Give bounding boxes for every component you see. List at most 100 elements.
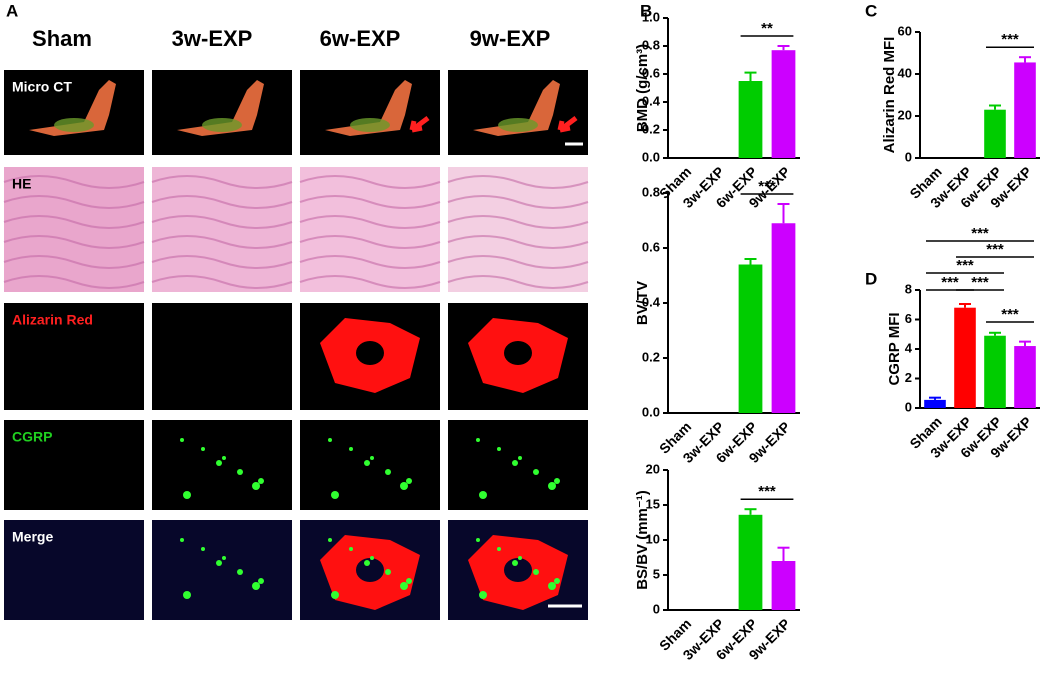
image-panel — [300, 420, 440, 510]
cgrp-signal — [222, 556, 226, 560]
cgrp-signal — [237, 569, 243, 575]
image-panel — [4, 70, 144, 155]
significance-label: *** — [986, 241, 1004, 258]
y-tick-label: 10 — [646, 531, 660, 546]
tissue-texture — [299, 235, 441, 249]
tissue-texture — [3, 275, 145, 289]
image-panel — [152, 520, 292, 620]
cgrp-signal — [331, 491, 339, 499]
cgrp-signal — [406, 578, 412, 584]
error-bar — [777, 45, 790, 51]
tissue-texture — [447, 235, 589, 249]
tissue-texture — [151, 175, 293, 189]
row-label: Alizarin Red — [12, 312, 93, 328]
bar — [1014, 346, 1036, 408]
significance-label: *** — [758, 178, 776, 195]
y-tick-label: 0.0 — [642, 149, 660, 164]
image-panel — [152, 303, 292, 410]
image-panel — [300, 167, 440, 292]
cgrp-signal — [201, 447, 205, 451]
cgrp-signal — [554, 478, 560, 484]
y-axis-label: Alizarin Red MFI — [881, 37, 898, 154]
y-axis-label: BMD (g/cm³) — [634, 44, 651, 132]
tissue-texture — [299, 175, 441, 189]
y-axis-label: CGRP MFI — [886, 312, 903, 385]
bar — [954, 307, 976, 408]
image-panel — [300, 70, 440, 155]
column-header: 3w-EXP — [172, 26, 253, 51]
alizarin-void — [504, 341, 532, 365]
error-bar — [744, 71, 757, 81]
significance-label: *** — [1001, 306, 1019, 323]
tissue-texture — [299, 255, 441, 269]
y-tick-label: 5 — [653, 566, 660, 581]
tissue-texture — [447, 215, 589, 229]
error-bar — [929, 396, 941, 400]
tissue-texture — [3, 175, 145, 189]
bar — [984, 335, 1006, 408]
cgrp-signal — [385, 469, 391, 475]
bone-render — [177, 80, 264, 136]
error-bar — [744, 508, 757, 515]
error-bar — [777, 546, 790, 561]
tissue-texture — [447, 275, 589, 289]
cgrp-signal — [258, 478, 264, 484]
cgrp-signal — [252, 482, 260, 490]
cgrp-signal — [497, 547, 501, 551]
y-axis-label: BV/TV — [634, 281, 651, 325]
y-tick-label: 0.2 — [642, 121, 660, 136]
significance-label: *** — [956, 257, 974, 274]
image-panel — [448, 70, 588, 155]
bar — [1014, 62, 1036, 159]
tissue-texture — [151, 235, 293, 249]
cgrp-signal — [548, 582, 556, 590]
y-tick-label: 0.6 — [642, 239, 660, 254]
cgrp-signal — [183, 591, 191, 599]
panel-label: B — [640, 1, 652, 20]
column-header: Sham — [32, 26, 92, 51]
y-tick-label: 4 — [905, 340, 913, 355]
error-bar — [989, 104, 1001, 110]
cgrp-signal — [237, 469, 243, 475]
significance-label: *** — [971, 225, 989, 242]
cgrp-signal — [180, 438, 184, 442]
cgrp-signal — [370, 556, 374, 560]
image-panel — [152, 420, 292, 510]
alizarin-void — [356, 341, 384, 365]
tissue-texture — [299, 275, 441, 289]
image-panel — [4, 303, 144, 410]
column-header: 9w-EXP — [470, 26, 551, 51]
tissue-texture — [151, 255, 293, 269]
y-tick-label: 0 — [905, 399, 912, 414]
image-panel — [152, 167, 292, 292]
bone-render — [29, 80, 116, 136]
y-tick-label: 60 — [898, 23, 912, 38]
y-tick-label: 0 — [905, 149, 912, 164]
error-bar — [744, 258, 757, 265]
cgrp-signal — [349, 447, 353, 451]
bar — [738, 514, 763, 610]
cgrp-signal — [518, 556, 522, 560]
y-tick-label: 20 — [898, 107, 912, 122]
panel-label: D — [865, 269, 877, 288]
column-header: 6w-EXP — [320, 26, 401, 51]
bar — [984, 109, 1006, 158]
cgrp-signal — [331, 591, 339, 599]
image-panel — [4, 420, 144, 510]
cgrp-signal — [349, 547, 353, 551]
arrow — [557, 116, 578, 133]
y-tick-label: 0.8 — [642, 184, 660, 199]
bone-render — [202, 118, 242, 132]
bone-render — [54, 118, 94, 132]
error-bar — [1019, 340, 1031, 347]
significance-label: ** — [761, 20, 773, 37]
image-panel — [152, 70, 292, 155]
cgrp-signal — [479, 591, 487, 599]
bar — [738, 81, 763, 158]
error-bar — [989, 331, 1001, 336]
cgrp-signal — [385, 569, 391, 575]
tissue-texture — [151, 215, 293, 229]
bar — [924, 399, 946, 408]
cgrp-signal — [476, 538, 480, 542]
alizarin-void — [356, 558, 384, 582]
